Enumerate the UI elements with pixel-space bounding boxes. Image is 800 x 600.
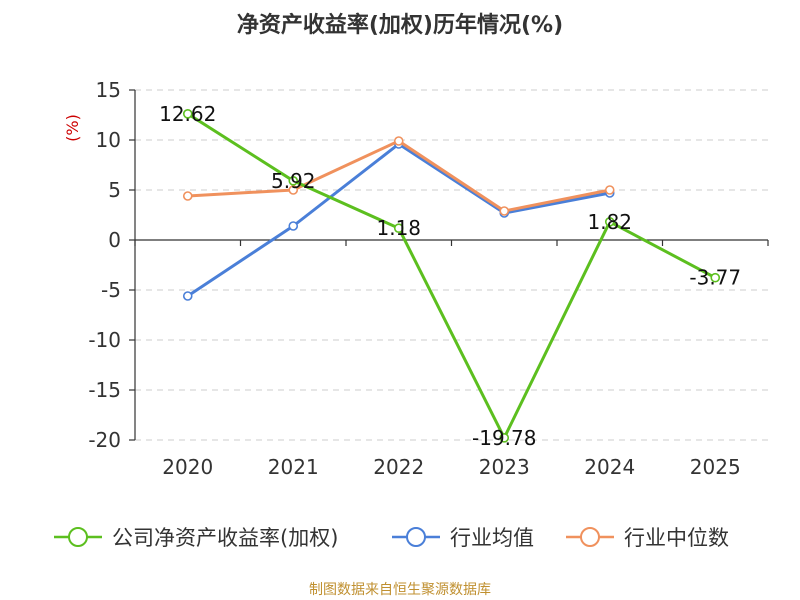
data-point [499,432,510,443]
data-label: -19.78 [472,426,536,450]
data-label: 5.92 [271,169,316,193]
data-point [288,176,299,186]
data-label: 1.18 [376,216,421,240]
data-point [499,206,510,216]
data-point [393,223,404,233]
y-tick-label: 10 [96,128,121,152]
x-tick-label: 2025 [690,455,741,479]
series-line [186,112,716,440]
y-tick-label: -15 [88,378,121,402]
x-tick-label: 2021 [268,455,319,479]
legend-marker [406,527,426,547]
legend-marker [68,527,88,547]
x-tick-label: 2022 [373,455,424,479]
x-tick-label: 2023 [479,455,530,479]
data-label: 1.82 [587,210,632,234]
legend-label: 行业中位数 [624,526,729,550]
y-tick-label: 5 [108,178,121,202]
chart-title: 净资产收益率(加权)历年情况(%) [237,12,563,38]
source-note: 制图数据来自恒生聚源数据库 [309,582,491,598]
data-point [604,185,615,195]
data-label: 12.62 [159,102,216,126]
legend-marker [580,527,600,547]
data-point [710,272,721,283]
data-point [288,185,299,195]
x-tick-label: 2020 [162,455,213,479]
y-tick-label: 15 [96,78,121,102]
series-lines [182,109,721,443]
y-tick-label: -20 [88,428,121,452]
data-point [288,221,299,231]
legend[interactable]: 公司净资产收益率(加权) 行业均值 行业中位数 [54,526,729,550]
data-point [182,191,193,201]
axes: 15 10 5 0 -5 -10 -15 -20 2020 2021 2022 2023 2024 202… [88,78,769,479]
series-line [187,139,611,213]
legend-item[interactable]: 公司净资产收益率(加权) [54,526,338,550]
legend-label: 公司净资产收益率(加权) [112,526,338,550]
legend-label: 行业均值 [450,526,534,550]
data-point [182,291,193,301]
y-tick-label: -10 [88,328,121,352]
data-label: -3.77 [689,266,741,290]
data-point [393,136,404,146]
data-labels: 12.62 5.92 1.18 -19.78 1.82 -3.77 [159,102,741,450]
legend-item[interactable]: 行业均值 [392,526,534,550]
grid-lines [135,89,768,441]
data-point [182,109,193,119]
y-tick-label: -5 [101,278,121,302]
legend-item[interactable]: 行业中位数 [566,526,729,550]
data-point [604,217,615,227]
y-axis-unit: (%) [63,114,82,142]
y-tick-label: 0 [108,228,121,252]
x-tick-label: 2024 [584,455,635,479]
